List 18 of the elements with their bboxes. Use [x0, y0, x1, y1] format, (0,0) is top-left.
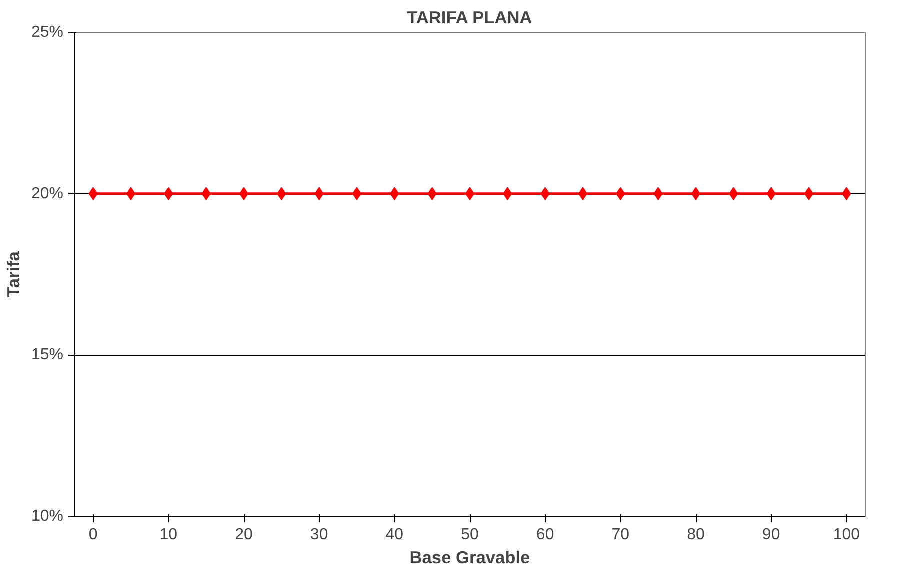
x-tick-label: 40: [386, 526, 404, 544]
x-tick-label: 30: [310, 526, 328, 544]
y-tick-label: 25%: [31, 24, 64, 41]
x-tick-label: 80: [687, 526, 705, 544]
x-axis-title: Base Gravable: [410, 548, 531, 568]
x-tick-label: 90: [762, 526, 780, 544]
y-tick-label: 20%: [31, 185, 64, 202]
x-tick-label: 20: [235, 526, 253, 544]
x-tick-label: 70: [612, 526, 630, 544]
x-tick-label: 50: [461, 526, 479, 544]
x-tick-label: 60: [536, 526, 554, 544]
y-tick-label: 15%: [31, 346, 64, 364]
y-axis-title: Tarifa: [3, 251, 24, 298]
x-tick-label: 10: [160, 526, 178, 544]
chart-title: TARIFA PLANA: [407, 8, 533, 28]
x-tick-label: 100: [833, 526, 860, 544]
y-tick-label: 10%: [31, 508, 64, 525]
x-tick-label: 0: [88, 526, 98, 544]
